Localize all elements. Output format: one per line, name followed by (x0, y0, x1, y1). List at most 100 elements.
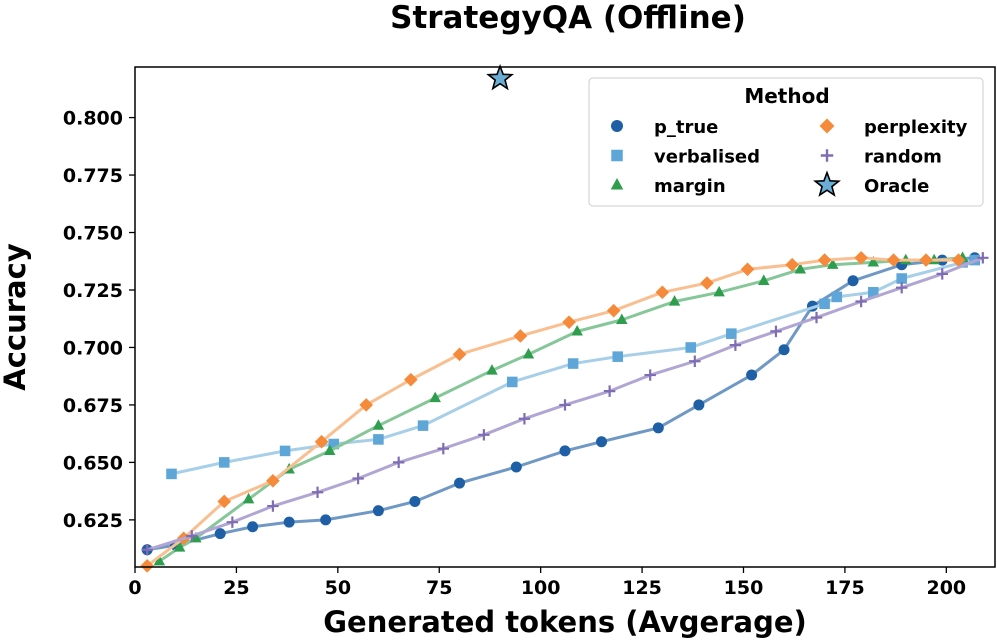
data-point-p-true (247, 521, 259, 533)
data-point-random (478, 429, 490, 441)
data-point-random (518, 413, 531, 425)
data-point-perplexity (314, 434, 329, 449)
data-point-perplexity (919, 253, 933, 267)
data-point-verbalised (819, 298, 830, 310)
data-point-verbalised (328, 438, 340, 450)
data-point-p-true (693, 399, 705, 411)
data-point-random (936, 268, 948, 280)
oracle-star (486, 63, 515, 91)
data-point-perplexity (854, 250, 868, 265)
x-tick-label: 25 (223, 577, 249, 599)
data-point-random (895, 281, 908, 294)
data-point-margin (323, 444, 336, 456)
data-point-margin (616, 313, 628, 325)
data-point-random (352, 472, 364, 485)
x-tick-label: 175 (825, 577, 865, 599)
data-point-verbalised (868, 287, 879, 298)
data-point-margin (429, 391, 441, 403)
series-margin (153, 251, 969, 566)
data-point-margin (190, 531, 202, 543)
data-point-verbalised (896, 273, 907, 284)
data-point-perplexity (817, 253, 832, 267)
x-tick-label: 0 (128, 577, 141, 599)
data-point-perplexity (452, 347, 467, 362)
data-point-random (141, 544, 153, 556)
y-tick-label: 0.775 (63, 165, 123, 187)
x-axis-title: Generated tokens (Avgerage) (323, 605, 807, 639)
legend-marker-perplexity (819, 118, 835, 134)
plot-frame (134, 66, 996, 568)
data-point-margin (758, 274, 770, 285)
series-random (141, 252, 989, 556)
data-point-margin (571, 324, 583, 336)
data-point-perplexity (217, 494, 232, 509)
x-tick-label: 200 (926, 577, 966, 599)
data-point-p-true (746, 369, 758, 381)
data-point-random (226, 516, 239, 528)
data-point-p-true (320, 514, 332, 526)
data-point-p-true (596, 436, 608, 448)
legend-title: Method (744, 84, 829, 108)
series-perplexity (140, 250, 966, 573)
data-point-verbalised (417, 420, 429, 431)
data-point-margin (242, 492, 255, 504)
data-point-perplexity (404, 372, 418, 387)
data-point-p-true (454, 477, 466, 489)
data-point-verbalised (279, 445, 291, 457)
data-point-p-true (372, 505, 384, 517)
legend-item-margin: margin (610, 176, 726, 197)
data-point-margin (794, 262, 807, 274)
series-line-perplexity (146, 256, 959, 568)
data-point-random (689, 355, 701, 367)
data-point-perplexity (785, 257, 799, 272)
data-point-margin (826, 258, 839, 269)
data-point-random (977, 252, 989, 264)
data-point-p-true (778, 344, 790, 356)
legend-label-random: random (864, 147, 942, 168)
data-point-verbalised (166, 468, 177, 480)
data-point-p-true (283, 516, 295, 528)
data-point-verbalised (218, 457, 230, 468)
data-point-perplexity (513, 329, 528, 343)
data-point-perplexity (359, 398, 374, 412)
data-point-verbalised (506, 376, 518, 388)
x-tick-label: 100 (521, 577, 561, 599)
y-axis: 0.625 0.650 0.675 0.700 0.725 0.750 0.775 0.800 (63, 108, 135, 532)
x-tick-label: 75 (426, 577, 452, 599)
data-point-margin (153, 554, 166, 566)
data-point-verbalised (567, 358, 579, 369)
data-point-random (644, 369, 656, 381)
chart-title: StrategyQA (Offline) (390, 0, 746, 36)
legend-marker-p-true (611, 120, 623, 132)
data-point-verbalised (373, 434, 384, 445)
data-point-random (559, 399, 571, 411)
y-tick-label: 0.800 (63, 108, 123, 130)
data-point-perplexity (266, 473, 280, 488)
legend-label-margin: margin (654, 176, 726, 197)
legend-item-oracle: Oracle (813, 170, 929, 197)
data-point-random (810, 311, 823, 324)
data-point-verbalised (831, 291, 843, 303)
data-point-p-true (847, 275, 859, 287)
data-point-random (729, 339, 742, 351)
series-layer (140, 63, 989, 573)
data-point-margin (522, 347, 535, 359)
legend-marker-verbalised (611, 149, 623, 162)
data-point-margin (713, 285, 725, 297)
series-p-true (141, 252, 981, 556)
data-point-random (186, 530, 198, 542)
legend-label-verbalised: verbalised (654, 147, 760, 168)
data-point-margin (486, 364, 498, 375)
legend-marker-oracle (813, 170, 841, 197)
series-verbalised (166, 254, 980, 480)
data-point-p-true (559, 445, 571, 457)
y-tick-label: 0.725 (63, 280, 123, 302)
data-point-perplexity (140, 559, 154, 573)
legend-item-verbalised: verbalised (611, 147, 760, 168)
data-point-perplexity (562, 315, 576, 329)
y-tick-label: 0.625 (63, 510, 123, 532)
data-point-perplexity (740, 262, 755, 277)
data-point-random (267, 500, 279, 512)
y-tick-label: 0.675 (63, 395, 123, 417)
